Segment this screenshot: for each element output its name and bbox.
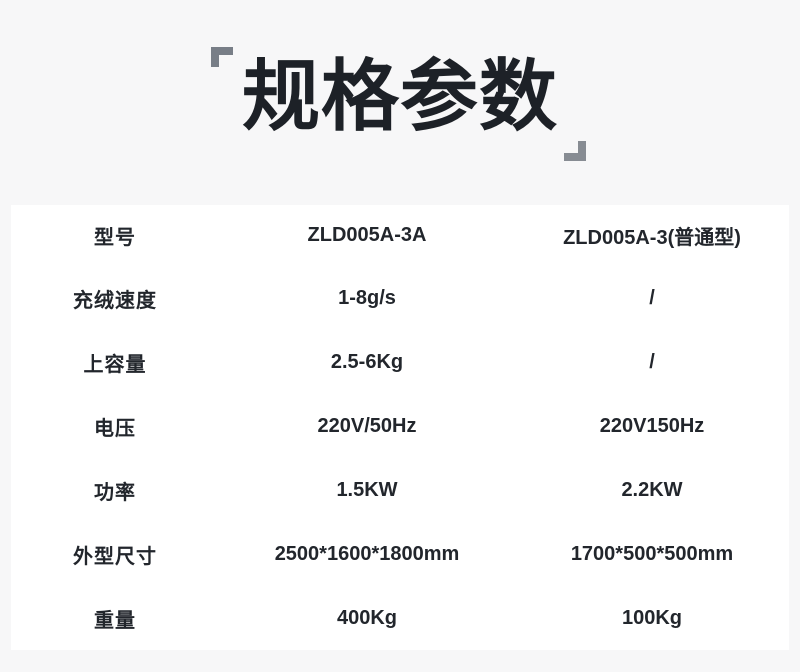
row-value: 100Kg bbox=[621, 606, 683, 629]
row-value: 1-8g/s bbox=[338, 286, 396, 309]
page-title: 规格参数 bbox=[241, 52, 558, 140]
row-label-power: 功率 bbox=[94, 481, 136, 504]
row-value: 2500*1600*1800mm bbox=[274, 542, 460, 565]
table-header-model-a: ZLD005A-3A bbox=[307, 224, 427, 246]
corner-bracket-top-left-icon bbox=[211, 47, 233, 67]
row-value: / bbox=[649, 350, 655, 373]
row-label-voltage: 电压 bbox=[94, 417, 136, 440]
table-header-parameter: 型号 bbox=[94, 227, 136, 249]
row-value: 1.5KW bbox=[336, 478, 398, 501]
row-value: / bbox=[649, 286, 655, 309]
title-block: 规格参数 bbox=[0, 0, 800, 200]
row-value: 2.5-6Kg bbox=[330, 350, 404, 373]
row-value: 2.2KW bbox=[621, 478, 683, 501]
row-value: 220V/50Hz bbox=[317, 414, 417, 437]
row-label-weight: 重量 bbox=[94, 609, 136, 632]
row-label-filling-speed: 充绒速度 bbox=[73, 289, 157, 312]
row-value: 400Kg bbox=[336, 606, 398, 629]
spec-table: 型号 ZLD005A-3A ZLD005A-3(普通型) 充绒速度 1-8g/s… bbox=[11, 205, 789, 650]
corner-bracket-bottom-right-icon bbox=[564, 141, 586, 161]
row-value: 220V150Hz bbox=[599, 414, 705, 437]
row-label-dimensions: 外型尺寸 bbox=[73, 545, 157, 568]
table-header-model-b: ZLD005A-3(普通型) bbox=[563, 227, 741, 249]
row-value: 1700*500*500mm bbox=[570, 542, 734, 565]
row-label-upper-capacity: 上容量 bbox=[83, 353, 147, 376]
